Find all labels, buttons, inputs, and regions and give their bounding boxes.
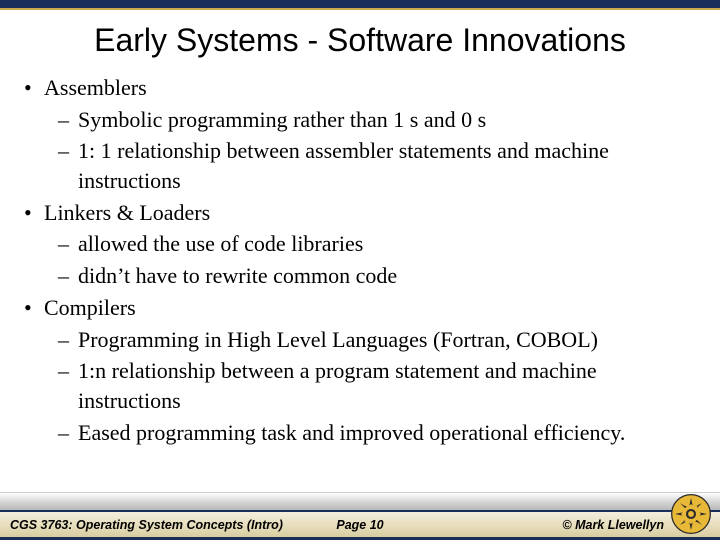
top-border-bar — [0, 0, 720, 10]
footer-course: CGS 3763: Operating System Concepts (Int… — [0, 518, 283, 532]
bullet-rewrite: didn’t have to rewrite common code — [18, 261, 702, 291]
bullet-linkers: Linkers & Loaders — [18, 198, 702, 228]
footer-page: Page 10 — [336, 518, 383, 532]
bullet-one-to-n: 1:n relationship between a program state… — [18, 356, 702, 415]
bullet-assemblers: Assemblers — [18, 73, 702, 103]
footer-copyright: © Mark Llewellyn — [562, 518, 664, 532]
slide-title: Early Systems - Software Innovations — [0, 10, 720, 73]
slide-content: Assemblers Symbolic programming rather t… — [0, 73, 720, 447]
bullet-compilers: Compilers — [18, 293, 702, 323]
footer: CGS 3763: Operating System Concepts (Int… — [0, 492, 720, 540]
footer-bar: CGS 3763: Operating System Concepts (Int… — [0, 510, 720, 540]
ucf-logo-icon — [670, 493, 712, 535]
footer-gradient — [0, 492, 720, 510]
bullet-one-to-one: 1: 1 relationship between assembler stat… — [18, 136, 702, 195]
bullet-libraries: allowed the use of code libraries — [18, 229, 702, 259]
bullet-hll: Programming in High Level Languages (For… — [18, 325, 702, 355]
bullet-eased: Eased programming task and improved oper… — [18, 418, 702, 448]
bullet-symbolic: Symbolic programming rather than 1 s and… — [18, 105, 702, 135]
